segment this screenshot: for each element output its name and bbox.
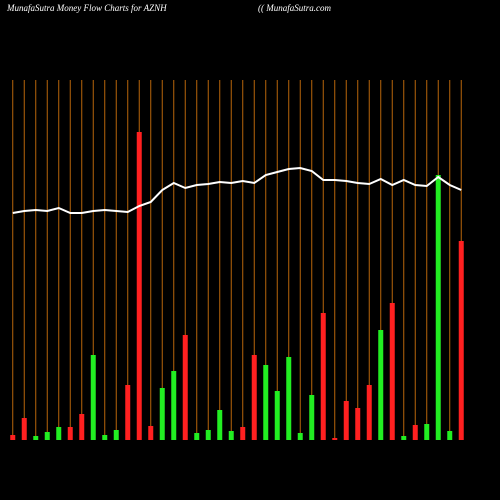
bar — [401, 436, 407, 440]
bar — [56, 427, 62, 440]
bar — [435, 175, 441, 440]
bar — [274, 391, 280, 440]
bar — [79, 414, 85, 440]
bar — [159, 388, 165, 440]
bar — [125, 385, 131, 440]
chart-subtitle: (( MunafaSutra.com — [258, 3, 331, 13]
bar — [309, 395, 315, 440]
bar — [297, 433, 303, 440]
bar — [424, 424, 430, 440]
bar — [10, 435, 16, 440]
bar — [194, 433, 200, 440]
chart-title: MunafaSutra Money Flow Charts for AZNH — [6, 3, 167, 13]
bar — [21, 418, 27, 440]
bar — [102, 435, 108, 440]
bar — [90, 355, 96, 440]
bar — [263, 365, 269, 440]
bar — [182, 335, 188, 440]
bar — [67, 427, 73, 440]
bar — [205, 430, 211, 440]
bar — [366, 385, 372, 440]
money-flow-line — [12, 166, 462, 214]
bar — [332, 438, 338, 440]
bar — [240, 427, 246, 440]
bar — [389, 303, 395, 440]
bar — [343, 401, 349, 440]
bar — [320, 313, 326, 440]
bar — [228, 431, 234, 440]
bar — [44, 432, 50, 440]
bar — [447, 431, 453, 440]
bar — [458, 241, 464, 440]
bar — [136, 132, 142, 440]
bar — [378, 330, 384, 440]
bar — [286, 357, 292, 440]
bar — [113, 430, 119, 440]
bar — [355, 408, 361, 440]
bar — [412, 425, 418, 440]
bar — [33, 436, 39, 440]
bar — [148, 426, 154, 440]
bar — [217, 410, 223, 440]
bar — [171, 371, 177, 440]
bar — [251, 355, 257, 440]
